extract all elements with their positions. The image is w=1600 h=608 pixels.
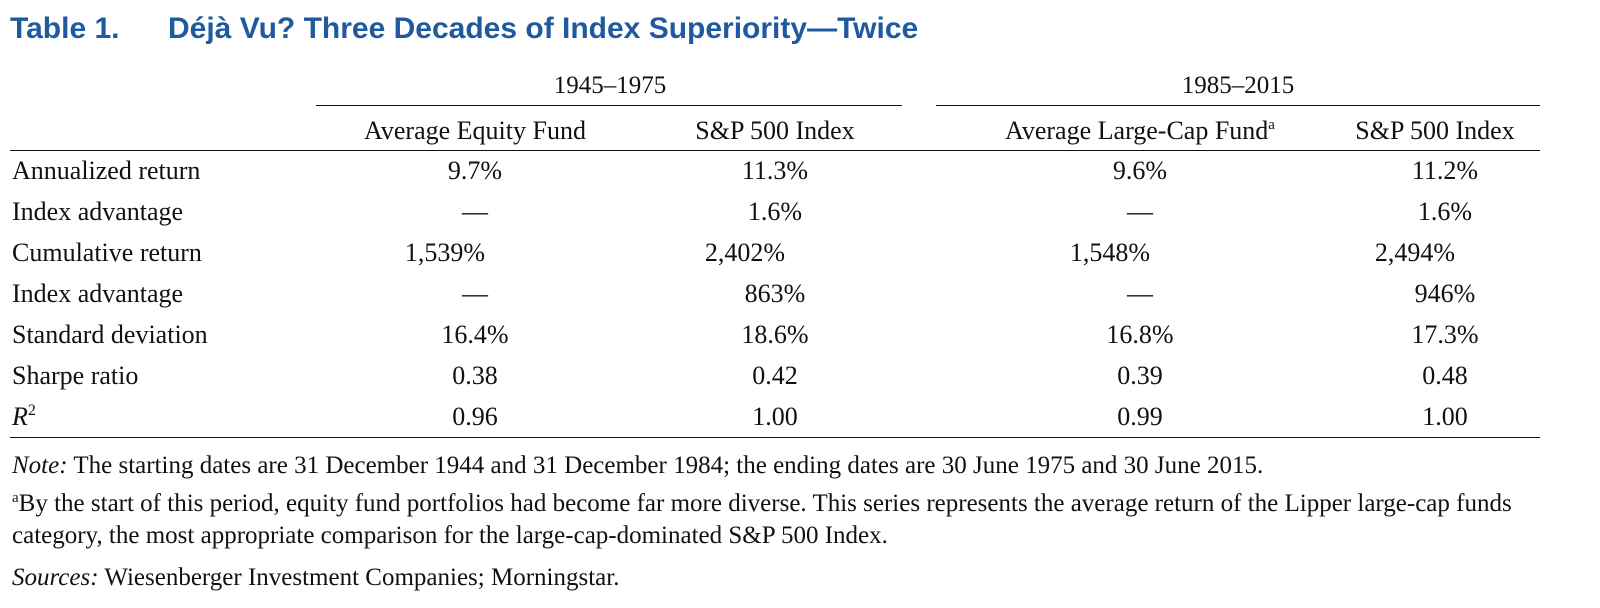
group-header-1985-2015: 1985–2015 — [1181, 72, 1295, 99]
cell: 9.6% — [1112, 156, 1168, 185]
group-rule-2 — [936, 105, 1540, 106]
cell: 16.8% — [1106, 320, 1174, 349]
cell: 18.6% — [741, 320, 809, 349]
cell: 2,494% — [1374, 238, 1456, 267]
cell: 0.99 — [1117, 402, 1163, 431]
cell: 0.39 — [1117, 361, 1163, 390]
table-row: Index advantage — 863% — 946% — [0, 279, 1600, 320]
cell: 11.2% — [1411, 156, 1479, 185]
cell: 1.00 — [1422, 402, 1468, 431]
table-row: R2 0.96 1.00 0.99 1.00 — [0, 402, 1600, 443]
row-label: Index advantage — [12, 279, 184, 308]
table-row: Cumulative return 1,539% 2,402% 1,548% 2… — [0, 238, 1600, 279]
column-header-2: S&P 500 Index — [695, 116, 855, 145]
group-rule-1 — [316, 105, 902, 106]
table-number: Table 1. — [10, 12, 120, 45]
group-header-1945-1975: 1945–1975 — [553, 72, 667, 99]
cell: — — [1127, 197, 1153, 226]
table-sources: Sources: Wiesenberger Investment Compani… — [12, 562, 1592, 594]
table-title-text: Déjà Vu? Three Decades of Index Superior… — [168, 12, 919, 45]
cell: 9.7% — [447, 156, 503, 185]
footnote-marker: a — [1268, 117, 1275, 133]
cell: 2,402% — [704, 238, 786, 267]
table-note: Note: The starting dates are 31 December… — [12, 450, 1592, 482]
row-label: Index advantage — [12, 197, 184, 226]
cell: 1,548% — [1069, 238, 1151, 267]
cell: — — [462, 279, 488, 308]
table-row: Annualized return 9.7% 11.3% 9.6% 11.2% — [0, 156, 1600, 197]
cell: 11.3% — [741, 156, 809, 185]
table-title: Table 1. Déjà Vu? Three Decades of Index … — [10, 12, 918, 46]
column-header-1: Average Equity Fund — [364, 116, 586, 145]
cell: 0.42 — [752, 361, 798, 390]
cell: 0.38 — [452, 361, 498, 390]
cell: 17.3% — [1411, 320, 1479, 349]
cell: — — [462, 197, 488, 226]
cell: 1.6% — [747, 197, 803, 226]
table-row: Sharpe ratio 0.38 0.42 0.39 0.48 — [0, 361, 1600, 402]
table-row: Index advantage — 1.6% — 1.6% — [0, 197, 1600, 238]
footnote-marker: a — [12, 490, 19, 506]
row-label: Annualized return — [12, 156, 201, 185]
column-header-3: Average Large-Cap Funda — [1005, 116, 1275, 145]
cell: 0.48 — [1422, 361, 1468, 390]
row-label: Standard deviation — [12, 320, 208, 349]
row-label: Sharpe ratio — [12, 361, 139, 390]
sources-text: Wiesenberger Investment Companies; Morni… — [98, 564, 620, 591]
cell: 1.6% — [1417, 197, 1473, 226]
table-footnote: aBy the start of this period, equity fun… — [12, 482, 1592, 552]
header-rule — [10, 150, 1540, 151]
cell: 863% — [744, 279, 806, 308]
bottom-rule — [10, 437, 1540, 438]
cell: 946% — [1414, 279, 1476, 308]
cell: 0.96 — [452, 402, 498, 431]
cell: 16.4% — [441, 320, 509, 349]
footnote-text: By the start of this period, equity fund… — [12, 490, 1512, 549]
row-label: R2 — [12, 402, 36, 431]
note-text: The starting dates are 31 December 1944 … — [67, 452, 1264, 479]
column-header-4: S&P 500 Index — [1355, 116, 1515, 145]
note-label: Note: — [12, 452, 68, 479]
sources-label: Sources: — [12, 564, 99, 591]
table-row: Standard deviation 16.4% 18.6% 16.8% 17.… — [0, 320, 1600, 361]
cell: — — [1127, 279, 1153, 308]
row-label: Cumulative return — [12, 238, 202, 267]
cell: 1,539% — [404, 238, 486, 267]
cell: 1.00 — [752, 402, 798, 431]
